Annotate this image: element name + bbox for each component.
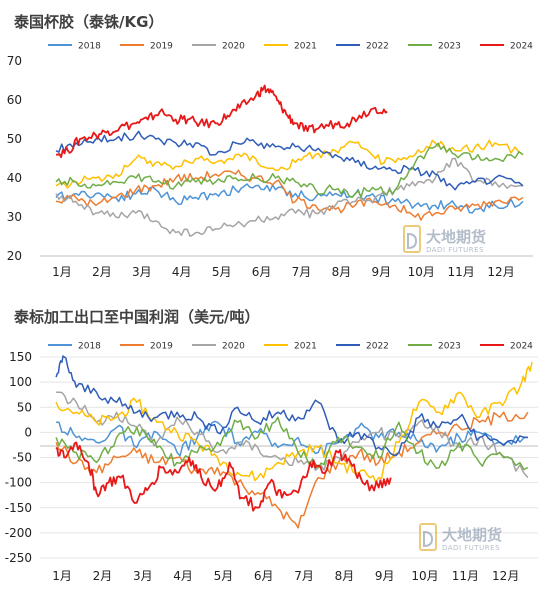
x-tick-label: 11月	[452, 569, 479, 583]
x-tick-label: 9月	[375, 569, 395, 583]
logo-d-icon	[423, 530, 434, 548]
logo-text-en: DADI FUTURES	[426, 246, 484, 254]
series-line-2019	[55, 169, 524, 221]
x-tick-label: 6月	[254, 569, 274, 583]
series-line-2023	[55, 142, 524, 198]
series-line-2018	[55, 183, 524, 214]
x-tick-label: 4月	[172, 265, 192, 279]
x-tick-label: 10月	[408, 265, 435, 279]
y-tick-label: -250	[5, 551, 32, 565]
series-line-2022	[55, 130, 524, 191]
x-tick-label: 1月	[52, 265, 72, 279]
x-tick-label: 1月	[52, 569, 72, 583]
y-tick-label: -150	[5, 501, 32, 515]
x-tick-label: 11月	[448, 265, 475, 279]
legend-label-2021: 2021	[294, 342, 317, 352]
y-tick-label: 0	[24, 425, 32, 439]
series-line-2022	[55, 355, 528, 457]
legend-label-2018: 2018	[78, 42, 101, 52]
x-tick-label: 5月	[212, 265, 232, 279]
x-tick-label: 8月	[332, 265, 352, 279]
series-line-2020	[56, 391, 529, 479]
legend-label-2023: 2023	[438, 342, 461, 352]
legend-label-2020: 2020	[222, 342, 245, 352]
chart-thai-cup-lump: 泰国杯胶（泰铢/KG） 20 30 40 50 60 70 1月 2月 3月 4月 5月 6月 7月 8月 9…	[7, 13, 533, 279]
legend-label-2019: 2019	[150, 42, 173, 52]
y-tick-label: 150	[9, 350, 32, 364]
legend-label-2024: 2024	[510, 342, 533, 352]
legend-label-2018: 2018	[78, 342, 101, 352]
chart-title: 泰国杯胶（泰铢/KG）	[13, 13, 163, 31]
x-tick-label: 12月	[487, 265, 514, 279]
legend-label-2019: 2019	[150, 342, 173, 352]
series-line-2024	[55, 441, 392, 512]
x-tick-label: 8月	[335, 569, 355, 583]
x-tick-label: 5月	[214, 569, 234, 583]
chart-title: 泰标加工出口至中国利润（美元/吨）	[13, 308, 259, 326]
logo-text-cn: 大地期货	[426, 228, 486, 246]
logo-mark-icon	[403, 225, 421, 253]
legend-label-2020: 2020	[222, 42, 245, 52]
y-tick-label: 50	[17, 400, 32, 414]
legend-label-2021: 2021	[294, 42, 317, 52]
y-tick-label: 100	[9, 375, 32, 389]
legend-label-2023: 2023	[438, 42, 461, 52]
y-tick-label: 20	[7, 249, 22, 263]
x-tick-label: 4月	[173, 569, 193, 583]
logo-text-cn: 大地期货	[442, 526, 502, 544]
logo-d-icon	[407, 232, 418, 250]
x-tick-label: 2月	[92, 265, 112, 279]
y-tick-label: -50	[12, 451, 32, 465]
x-tick-label: 10月	[411, 569, 438, 583]
logo-text-en: DADI FUTURES	[442, 544, 500, 552]
x-tick-label: 7月	[292, 265, 312, 279]
x-tick-label: 7月	[294, 569, 314, 583]
series-line-2018	[56, 420, 528, 457]
series-line-2020	[55, 157, 523, 237]
x-tick-label: 9月	[371, 265, 391, 279]
x-tick-label: 6月	[252, 265, 272, 279]
logo-mark-icon	[419, 523, 437, 551]
legend-label-2022: 2022	[366, 42, 389, 52]
x-tick-label: 3月	[133, 569, 153, 583]
x-tick-label: 3月	[132, 265, 152, 279]
y-tick-label: 40	[7, 171, 22, 185]
series-line-2023	[55, 416, 529, 471]
x-tick-label: 2月	[93, 569, 113, 583]
y-tick-label: -100	[5, 476, 32, 490]
y-tick-label: -200	[5, 526, 32, 540]
legend-label-2024: 2024	[510, 42, 533, 52]
series-line-2024	[55, 84, 388, 159]
y-tick-label: 70	[7, 54, 22, 68]
series-line-2019	[55, 411, 529, 529]
y-tick-label: 30	[7, 210, 22, 224]
legend-label-2022: 2022	[366, 342, 389, 352]
chart-export-profit: 泰标加工出口至中国利润（美元/吨） -250 -200 -150 -100 -50 0 50 1…	[5, 308, 538, 583]
x-tick-label: 12月	[492, 569, 519, 583]
y-tick-label: 60	[7, 93, 22, 107]
y-tick-label: 50	[7, 132, 22, 146]
